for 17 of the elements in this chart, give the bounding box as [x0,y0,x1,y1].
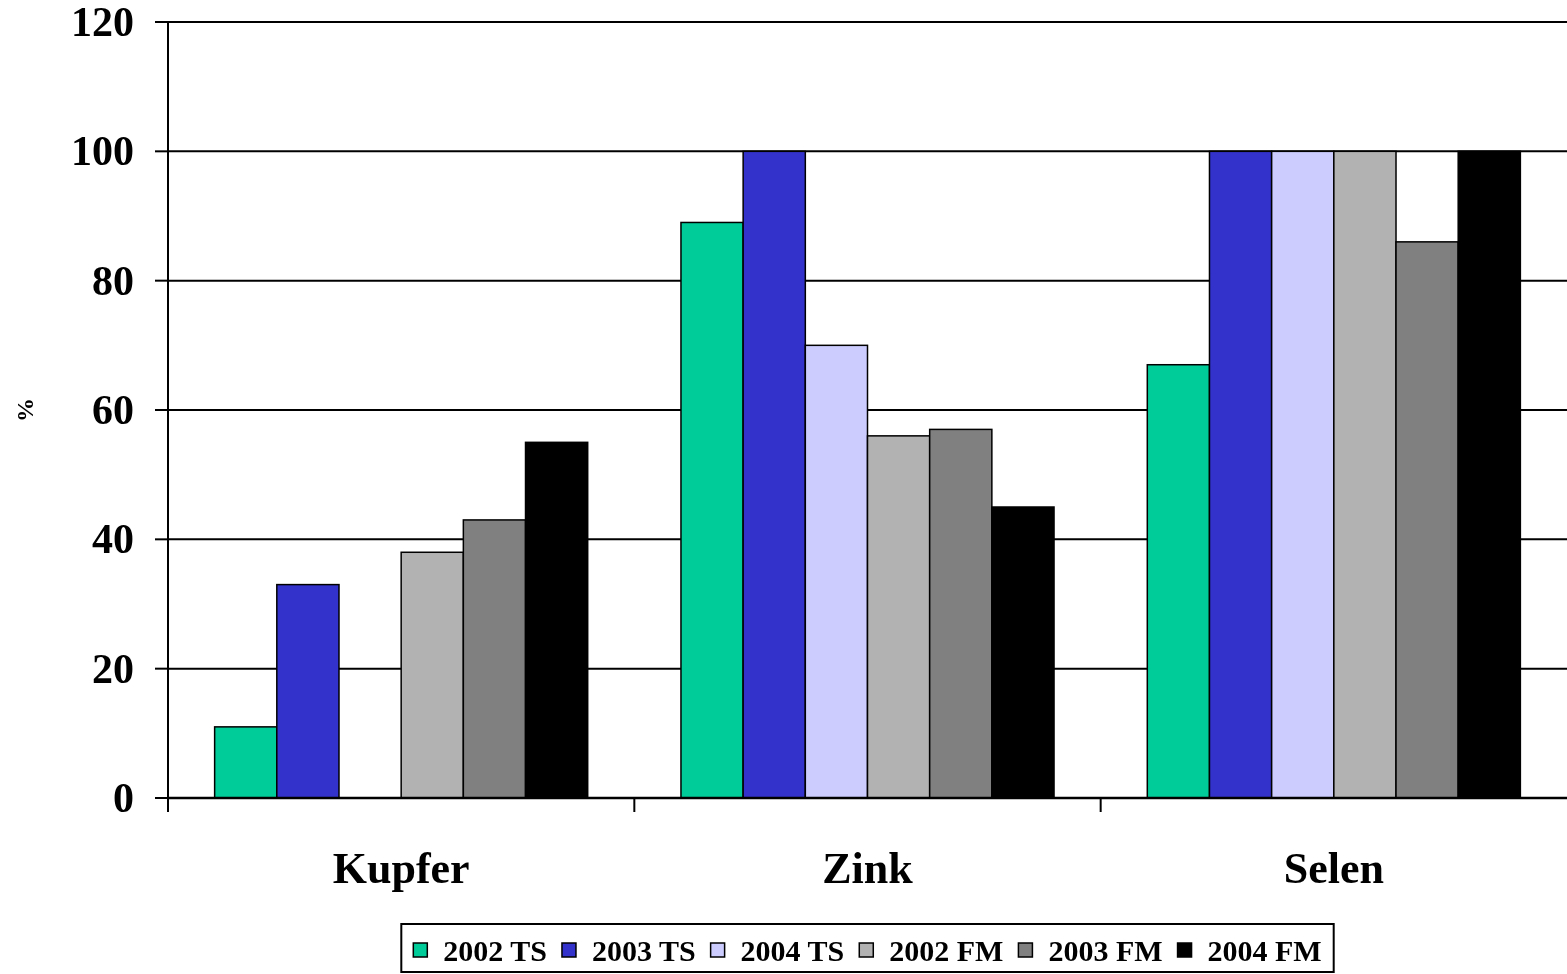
y-tick-label: 120 [71,0,134,45]
legend-label: 2002 FM [889,933,1004,967]
legend-label: 2004 FM [1207,933,1322,967]
y-tick-label: 20 [92,645,134,692]
y-axis-title: % [12,398,38,422]
y-tick-label: 0 [113,775,134,821]
x-tick-label: Selen [1283,843,1384,893]
y-tick-label: 60 [92,387,134,433]
y-tick-label: 40 [92,516,134,563]
legend-label: 2002 TS [443,933,547,967]
y-tick-label: 80 [92,257,134,304]
legend-label: 2003 TS [591,933,696,967]
y-tick-label: 100 [71,128,134,175]
x-tick-label: Zink [822,843,914,893]
x-tick-label: Kupfer [332,843,470,893]
legend-label: 2003 FM [1048,933,1163,967]
legend-label: 2004 TS [740,933,845,967]
